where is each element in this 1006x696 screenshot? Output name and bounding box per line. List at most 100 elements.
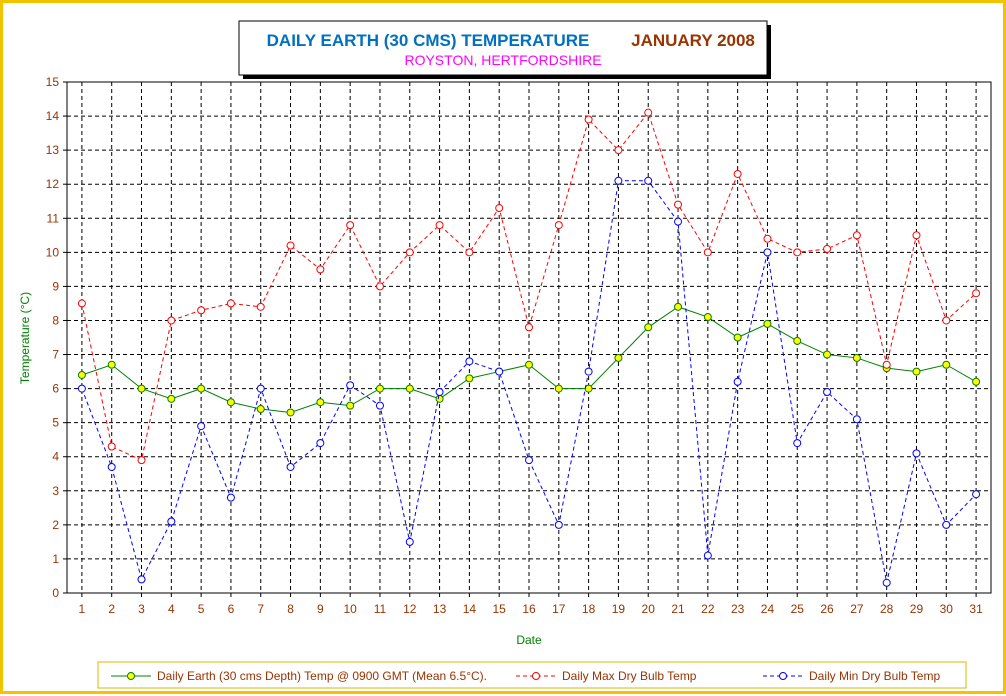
data-point xyxy=(793,248,802,257)
data-point xyxy=(703,248,712,257)
legend-marker xyxy=(127,672,135,680)
x-tick-label: 1 xyxy=(79,602,86,616)
x-tick-label: 31 xyxy=(969,602,983,616)
data-point xyxy=(703,313,712,322)
x-tick-label: 21 xyxy=(671,602,685,616)
x-tick-label: 4 xyxy=(168,602,175,616)
data-point xyxy=(942,360,951,369)
data-point xyxy=(375,401,384,410)
data-point xyxy=(882,360,891,369)
legend-label: Daily Earth (30 cms Depth) Temp @ 0900 G… xyxy=(157,669,487,683)
data-point xyxy=(226,398,235,407)
x-tick-label: 3 xyxy=(138,602,145,616)
data-point xyxy=(972,377,981,386)
x-tick-label: 27 xyxy=(850,602,864,616)
data-point xyxy=(405,248,414,257)
data-point xyxy=(912,449,921,458)
x-tick-label: 30 xyxy=(940,602,954,616)
data-point xyxy=(882,578,891,587)
data-point xyxy=(674,200,683,209)
data-point xyxy=(584,367,593,376)
x-tick-label: 13 xyxy=(433,602,447,616)
data-point xyxy=(823,244,832,253)
y-tick-label: 12 xyxy=(46,177,60,191)
x-tick-label: 6 xyxy=(228,602,235,616)
data-point xyxy=(972,490,981,499)
data-point xyxy=(197,422,206,431)
y-tick-label: 6 xyxy=(52,382,59,396)
data-point xyxy=(197,306,206,315)
x-tick-label: 19 xyxy=(612,602,626,616)
data-point xyxy=(167,316,176,325)
data-point xyxy=(375,282,384,291)
data-point xyxy=(137,575,146,584)
data-point xyxy=(763,234,772,243)
chart-title-period: JANUARY 2008 xyxy=(631,31,755,50)
data-point xyxy=(763,319,772,328)
y-tick-label: 11 xyxy=(47,211,60,225)
data-point xyxy=(852,353,861,362)
x-tick-label: 16 xyxy=(522,602,536,616)
data-point xyxy=(226,299,235,308)
data-point xyxy=(674,217,683,226)
y-tick-label: 0 xyxy=(52,586,59,600)
temperature-chart: DAILY EARTH (30 CMS) TEMPERATURE JANUARY… xyxy=(18,20,992,689)
x-tick-label: 14 xyxy=(463,602,477,616)
data-point xyxy=(286,241,295,250)
y-tick-label: 5 xyxy=(52,416,59,430)
y-tick-label: 14 xyxy=(46,109,60,123)
data-point xyxy=(435,394,444,403)
chart-title: DAILY EARTH (30 CMS) TEMPERATURE xyxy=(267,31,590,50)
data-point xyxy=(972,289,981,298)
data-point xyxy=(226,493,235,502)
data-point xyxy=(197,384,206,393)
x-axis-ticks: 1 2 3 4 5 6 7 8 9 10 11 12 13 14 15 16 17 18 19 20 21 22 23 24 2… xyxy=(79,593,983,616)
y-axis-label: Temperature (°C) xyxy=(18,292,32,384)
data-point xyxy=(375,384,384,393)
x-tick-label: 18 xyxy=(582,602,596,616)
data-point xyxy=(316,398,325,407)
series-2 xyxy=(77,108,981,465)
x-axis-label: Date xyxy=(516,633,542,647)
data-point xyxy=(763,248,772,257)
data-point xyxy=(405,384,414,393)
data-point xyxy=(793,439,802,448)
data-point xyxy=(137,456,146,465)
legend-label: Daily Min Dry Bulb Temp xyxy=(809,669,940,683)
data-point xyxy=(674,302,683,311)
x-tick-label: 23 xyxy=(731,602,745,616)
x-tick-label: 10 xyxy=(343,602,357,616)
data-point xyxy=(107,462,116,471)
data-point xyxy=(942,316,951,325)
y-tick-label: 3 xyxy=(52,484,59,498)
data-point xyxy=(525,456,533,465)
data-point xyxy=(405,537,414,546)
title-box xyxy=(238,20,768,76)
data-point xyxy=(584,115,593,124)
data-point xyxy=(912,367,921,376)
y-tick-label: 15 xyxy=(46,75,60,89)
data-point xyxy=(167,517,176,526)
data-point xyxy=(525,360,533,369)
data-point xyxy=(554,384,563,393)
data-point xyxy=(77,299,86,308)
legend: Daily Earth (30 cms Depth) Temp @ 0900 G… xyxy=(111,669,940,683)
legend-box xyxy=(97,661,967,689)
data-point xyxy=(912,231,921,240)
x-tick-label: 29 xyxy=(910,602,924,616)
y-tick-label: 8 xyxy=(52,313,59,327)
data-point xyxy=(823,350,832,359)
x-tick-label: 7 xyxy=(257,602,264,616)
legend-marker xyxy=(532,672,540,680)
data-point xyxy=(77,370,86,379)
data-point xyxy=(852,415,861,424)
series-layer xyxy=(77,108,981,587)
data-point xyxy=(346,221,355,230)
x-tick-label: 24 xyxy=(761,602,775,616)
data-point xyxy=(137,384,146,393)
data-point xyxy=(614,353,623,362)
data-point xyxy=(256,384,265,393)
x-tick-label: 8 xyxy=(287,602,294,616)
data-point xyxy=(942,520,951,529)
